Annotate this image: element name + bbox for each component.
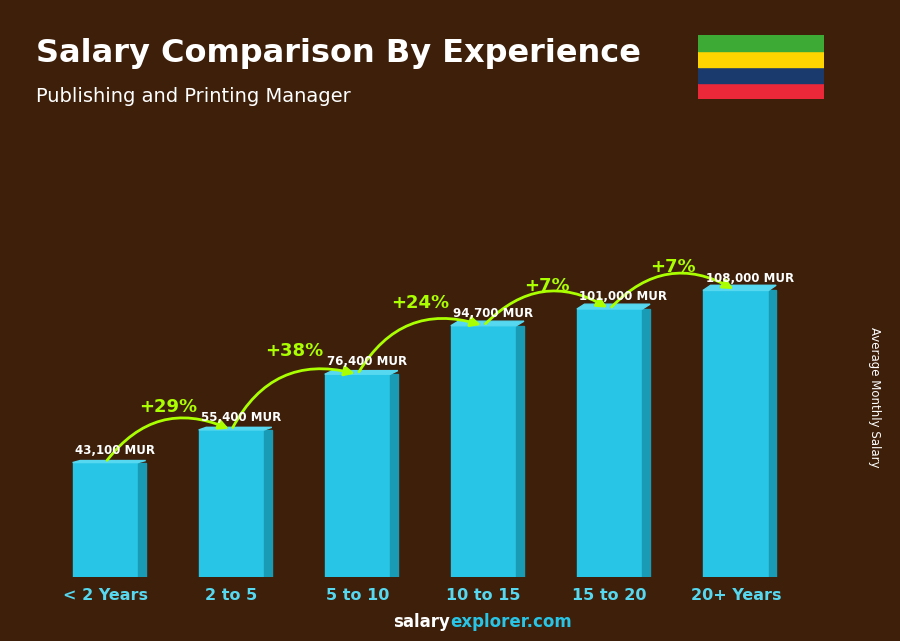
Text: explorer.com: explorer.com (450, 613, 572, 631)
Text: 76,400 MUR: 76,400 MUR (328, 356, 408, 369)
Polygon shape (703, 285, 776, 290)
Text: +7%: +7% (524, 277, 570, 295)
Text: 101,000 MUR: 101,000 MUR (580, 290, 668, 303)
Polygon shape (577, 304, 650, 309)
Text: +7%: +7% (650, 258, 696, 276)
Polygon shape (698, 83, 824, 99)
Polygon shape (769, 290, 776, 577)
Polygon shape (73, 463, 138, 577)
Text: +24%: +24% (392, 294, 450, 312)
Polygon shape (698, 35, 824, 51)
Polygon shape (451, 326, 517, 577)
Polygon shape (265, 430, 272, 577)
Text: 43,100 MUR: 43,100 MUR (75, 444, 155, 457)
Text: +29%: +29% (140, 398, 197, 416)
Text: 55,400 MUR: 55,400 MUR (202, 411, 282, 424)
Text: 94,700 MUR: 94,700 MUR (454, 307, 534, 320)
Polygon shape (517, 326, 524, 577)
Polygon shape (138, 463, 146, 577)
Polygon shape (199, 428, 272, 430)
Polygon shape (325, 370, 398, 374)
Text: 108,000 MUR: 108,000 MUR (706, 272, 794, 285)
Polygon shape (199, 430, 265, 577)
Polygon shape (391, 374, 398, 577)
Polygon shape (73, 460, 146, 463)
Text: salary: salary (393, 613, 450, 631)
Polygon shape (698, 51, 824, 67)
Polygon shape (698, 67, 824, 83)
Text: +38%: +38% (266, 342, 324, 360)
Polygon shape (451, 321, 524, 326)
Polygon shape (643, 309, 650, 577)
Polygon shape (703, 290, 769, 577)
Text: Publishing and Printing Manager: Publishing and Printing Manager (36, 87, 351, 106)
Polygon shape (577, 309, 643, 577)
Text: Salary Comparison By Experience: Salary Comparison By Experience (36, 38, 641, 69)
Text: Average Monthly Salary: Average Monthly Salary (868, 327, 881, 468)
Polygon shape (325, 374, 391, 577)
